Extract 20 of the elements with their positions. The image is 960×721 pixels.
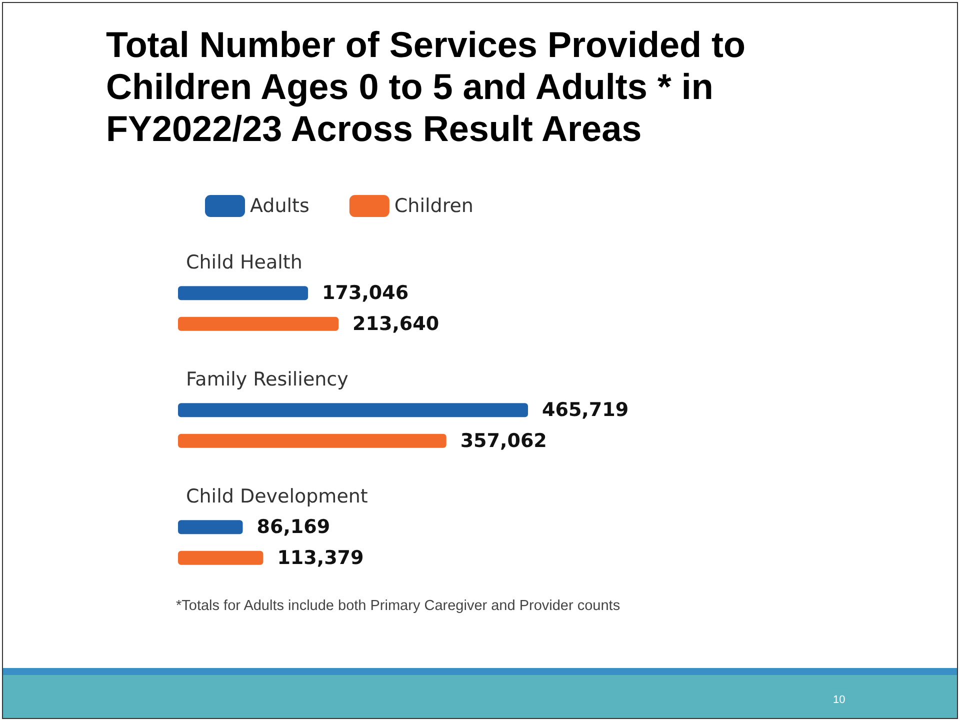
annotation: *Totals for Adults include both Primary Caregiver and Provider counts — [176, 598, 620, 614]
data-label: 86,169 — [256, 516, 330, 538]
y-tick-label: Child Health — [186, 252, 302, 274]
data-label: 465,719 — [542, 399, 629, 422]
data-label: 173,046 — [322, 282, 409, 304]
legend-label: Adults — [250, 195, 310, 217]
legend-label: Children — [394, 195, 474, 217]
bar — [178, 520, 243, 534]
y-tick-label: Child Development — [186, 486, 368, 508]
bar — [178, 550, 264, 565]
bar — [178, 403, 528, 418]
text: 10 — [833, 694, 846, 706]
y-tick-label: Family Resiliency — [186, 368, 348, 390]
bar — [178, 316, 339, 331]
bar — [178, 434, 446, 448]
chart-title: Total Number of Services Provided to Children Ages 0 to 5 and Adults * in FY2022/23 Across Result Areas — [106, 24, 746, 150]
data-label: 357,062 — [460, 430, 547, 452]
data-label: 113,379 — [277, 546, 364, 569]
data-label: 213,640 — [352, 312, 440, 335]
bar — [178, 286, 308, 300]
